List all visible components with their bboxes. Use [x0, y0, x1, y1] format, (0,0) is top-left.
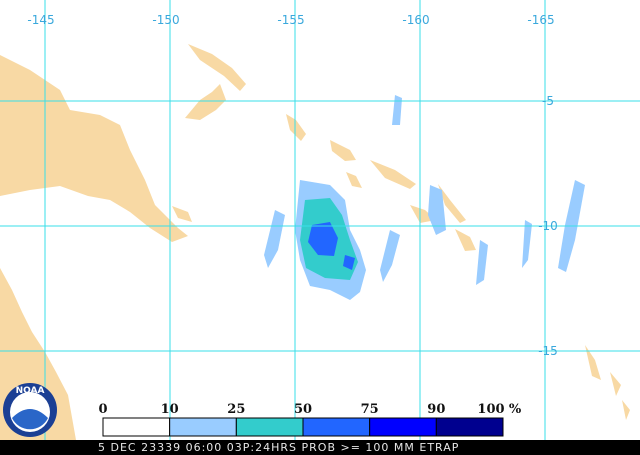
- longitude-label: -160: [402, 13, 429, 27]
- island: [172, 206, 192, 222]
- longitude-label: -155: [277, 13, 304, 27]
- logo-wave: [12, 409, 48, 430]
- legend-swatch: [369, 417, 437, 437]
- legend-swatch: [169, 417, 237, 437]
- island: [622, 400, 630, 420]
- legend-swatch: [235, 417, 304, 437]
- rain-area: [428, 185, 446, 235]
- rain-area: [343, 255, 355, 270]
- island: [370, 160, 416, 189]
- caption: 5 DEC 23339 06:00 03P:24HRS PROB >= 100 …: [98, 441, 459, 454]
- latitude-label: -10: [538, 219, 558, 233]
- legend-swatch: [102, 417, 171, 437]
- legend-swatch: [435, 417, 504, 437]
- legend-unit: %: [509, 402, 522, 417]
- new-guinea: [0, 55, 188, 242]
- legend-label: 50: [294, 402, 312, 417]
- rain-area: [380, 230, 400, 282]
- rain-area: [392, 95, 402, 125]
- rain-area: [264, 210, 285, 268]
- latitude-label: -15: [538, 344, 558, 358]
- legend-label: 100: [477, 402, 504, 417]
- legend-label: 25: [227, 402, 245, 417]
- latitude-label: -5: [542, 94, 554, 108]
- rain-area: [476, 240, 488, 285]
- legend-label: 0: [98, 402, 107, 417]
- bougainville: [286, 114, 306, 141]
- island: [585, 345, 601, 380]
- rain-area: [522, 220, 532, 268]
- new-britain: [185, 84, 226, 120]
- legend-label: 75: [361, 402, 379, 417]
- longitude-label: -165: [527, 13, 554, 27]
- legend: 0 10 25 50 75 90 100%: [98, 402, 522, 437]
- new-ireland: [188, 44, 246, 91]
- island: [438, 184, 466, 223]
- legend-swatch: [302, 417, 371, 437]
- longitude-label: -150: [152, 13, 179, 27]
- island: [610, 372, 621, 396]
- logo: NOAA: [3, 383, 57, 437]
- island: [346, 172, 362, 188]
- graticule: -145 -150 -155 -160 -165 -5 -10 -15: [0, 0, 640, 440]
- caption-bar: [0, 440, 640, 455]
- legend-label: 10: [161, 402, 179, 417]
- logo-text: NOAA: [16, 386, 45, 396]
- island: [330, 140, 356, 161]
- island: [455, 229, 476, 251]
- legend-label: 90: [427, 402, 445, 417]
- longitude-label: -145: [27, 13, 54, 27]
- rain-area: [308, 222, 338, 256]
